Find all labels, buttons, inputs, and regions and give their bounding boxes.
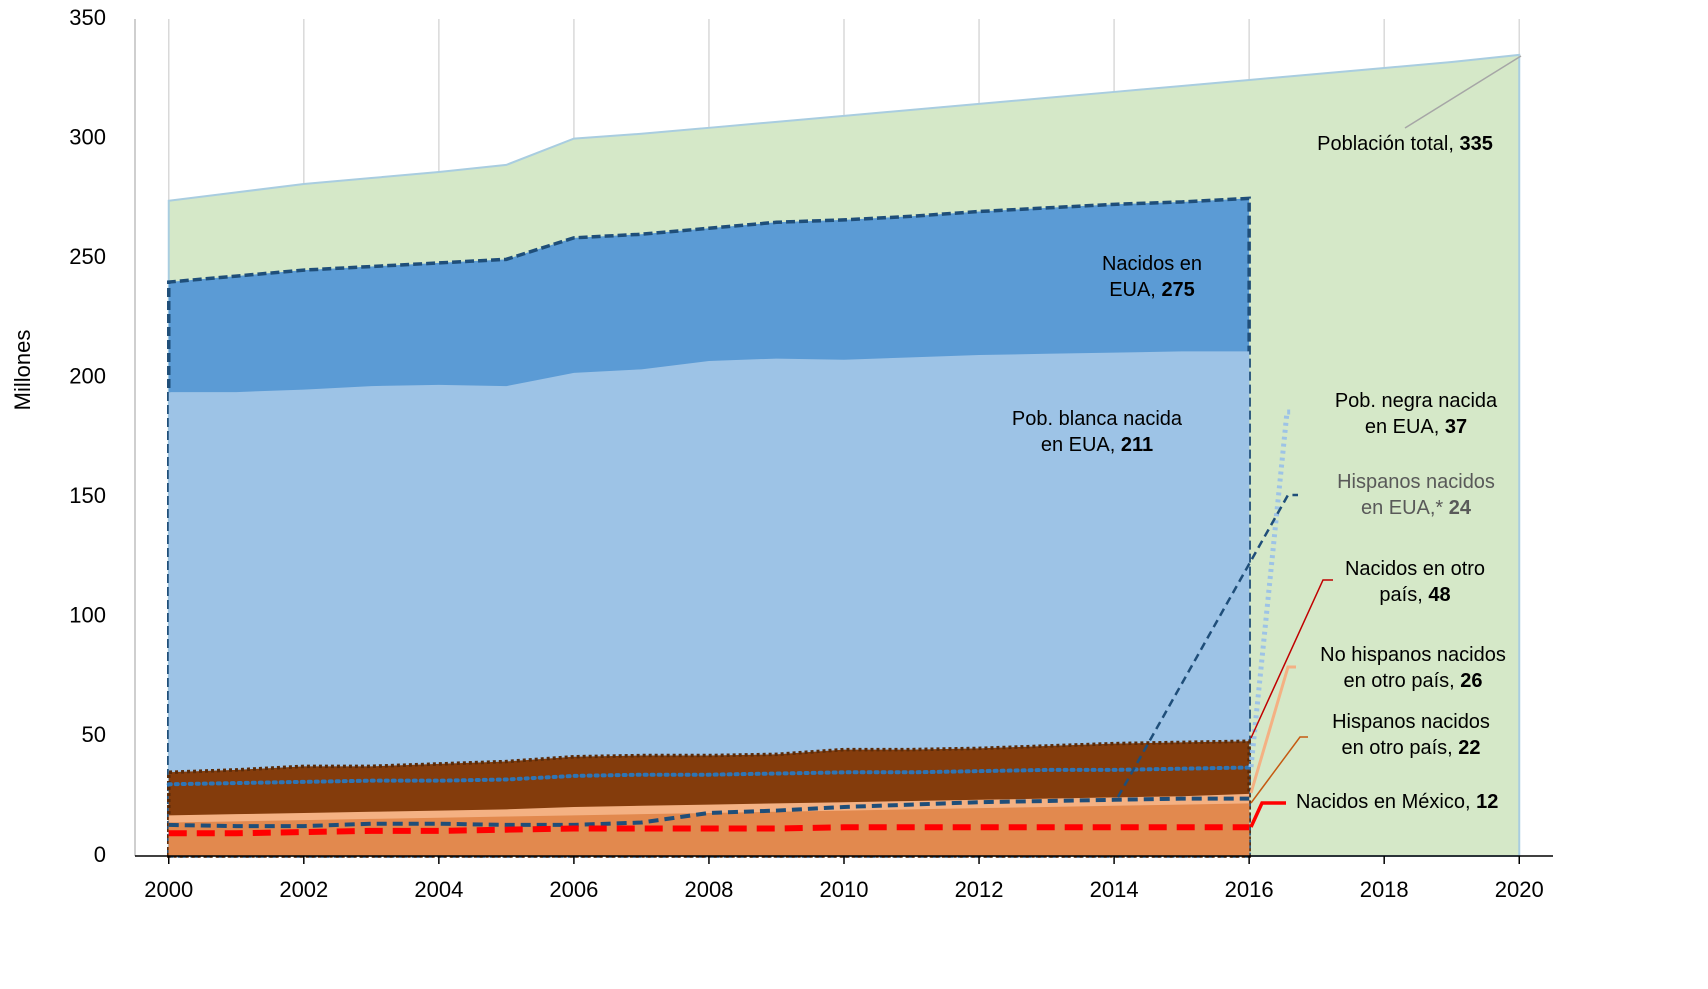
- annotation-line: Nacidos en: [1102, 253, 1202, 275]
- area: [168, 351, 1250, 856]
- x-tick-label: 2020: [1495, 877, 1544, 902]
- y-tick-label: 300: [69, 124, 106, 149]
- x-tick-label: 2000: [144, 877, 193, 902]
- annotation-line: país,: [1379, 584, 1428, 606]
- annotation-value: 37: [1445, 416, 1467, 438]
- y-tick-label: 350: [69, 5, 106, 30]
- annotation: Hispanos nacidos en EUA,* 24: [1337, 471, 1495, 519]
- y-axis-label: Millones: [10, 330, 35, 411]
- annotation-line: en EUA,*: [1361, 497, 1449, 519]
- y-tick-label: 0: [94, 842, 106, 867]
- x-tick-label: 2004: [414, 877, 463, 902]
- x-tick-label: 2006: [549, 877, 598, 902]
- annotation-line: Población total,: [1317, 133, 1459, 155]
- annotation-line: en otro país,: [1342, 737, 1459, 759]
- x-tick-label: 2010: [820, 877, 869, 902]
- x-tick-label: 2002: [279, 877, 328, 902]
- annotation: Pob. blanca nacida en EUA, 211: [1012, 408, 1183, 456]
- annotation: Nacidos en otro país, 48: [1345, 558, 1485, 606]
- annotation-value: 12: [1476, 791, 1498, 813]
- annotation: Nacidos en EUA, 275: [1102, 253, 1202, 301]
- leader-line: [1404, 55, 1522, 129]
- x-tick-label: 2014: [1090, 877, 1139, 902]
- y-tick-label: 250: [69, 244, 106, 269]
- annotation-line: en EUA,: [1365, 416, 1445, 438]
- annotation: Pob. negra nacida en EUA, 37: [1335, 390, 1498, 438]
- x-tick-label: 2016: [1225, 877, 1274, 902]
- annotation-value: 26: [1460, 670, 1482, 692]
- annotation: Nacidos en México, 12: [1296, 791, 1498, 813]
- annotation-line: Nacidos en México,: [1296, 791, 1476, 813]
- annotation: Población total, 335: [1317, 133, 1493, 155]
- y-tick-label: 50: [82, 722, 106, 747]
- annotation-value: 48: [1428, 584, 1450, 606]
- annotation: Hispanos nacidos en otro país, 22: [1332, 711, 1490, 759]
- annotation-line: EUA,: [1109, 279, 1161, 301]
- annotation-line: en EUA,: [1041, 434, 1121, 456]
- annotation-line: Pob. blanca nacida: [1012, 408, 1183, 430]
- line: [168, 796, 1250, 829]
- y-tick-label: 100: [69, 603, 106, 628]
- annotation-value: 24: [1449, 497, 1472, 519]
- leader-line: [1249, 801, 1286, 828]
- annotation-line: No hispanos nacidos: [1320, 644, 1506, 666]
- leader-line: [1250, 736, 1308, 804]
- y-tick-label: 150: [69, 483, 106, 508]
- annotation-line: Hispanos nacidos: [1337, 471, 1495, 493]
- annotation-value: 275: [1161, 279, 1194, 301]
- leader-line: [1116, 493, 1298, 798]
- annotation-value: 22: [1458, 737, 1480, 759]
- annotation: No hispanos nacidos en otro país, 26: [1320, 644, 1506, 692]
- annotation-value: 335: [1459, 133, 1492, 155]
- x-tick-label: 2008: [684, 877, 733, 902]
- annotation-line: en otro país,: [1344, 670, 1461, 692]
- leader-line: [1250, 579, 1333, 739]
- annotation-line: Nacidos en otro: [1345, 558, 1485, 580]
- x-tick-label: 2018: [1360, 877, 1409, 902]
- x-tick-label: 2012: [955, 877, 1004, 902]
- annotation-line: Pob. negra nacida: [1335, 390, 1498, 412]
- line: [166, 765, 1252, 787]
- line: [168, 824, 1250, 837]
- y-tick-label: 200: [69, 364, 106, 389]
- annotation-line: Hispanos nacidos: [1332, 711, 1490, 733]
- leader-line: [1249, 665, 1296, 794]
- annotation-value: 211: [1121, 434, 1153, 456]
